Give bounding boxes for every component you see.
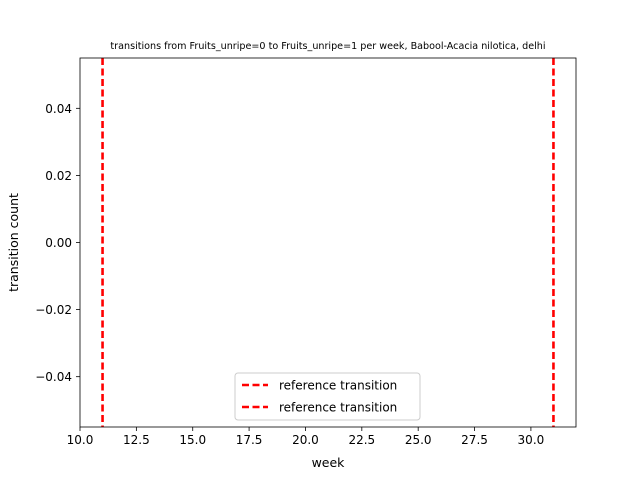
legend-item[interactable]: reference transition bbox=[242, 401, 397, 415]
x-axis-ticks: 10.0 12.5 15.0 17.5 20.0 22.5 25.0 27.5 30.0 bbox=[67, 427, 545, 447]
reference-lines bbox=[101, 58, 555, 427]
x-tick-label: 10.0 bbox=[67, 433, 94, 447]
x-tick-label: 20.0 bbox=[292, 433, 319, 447]
y-tick-label: 0.02 bbox=[45, 169, 72, 183]
legend[interactable]: reference transition reference transition bbox=[234, 372, 421, 421]
x-tick-label: 25.0 bbox=[405, 433, 432, 447]
legend-box bbox=[234, 372, 421, 421]
x-axis-label: week bbox=[312, 455, 346, 470]
x-tick-label: 22.5 bbox=[348, 433, 375, 447]
x-tick-label: 17.5 bbox=[236, 433, 263, 447]
y-tick-label: 0.04 bbox=[45, 102, 72, 116]
y-axis-ticks: 0.04 0.02 0.00 −0.02 −0.04 bbox=[35, 102, 80, 384]
y-tick-label: −0.04 bbox=[35, 370, 72, 384]
y-tick-label: 0.00 bbox=[45, 236, 72, 250]
legend-label: reference transition bbox=[279, 401, 397, 415]
chart-title: transitions from Fruits_unripe=0 to Frui… bbox=[110, 41, 545, 52]
x-tick-label: 15.0 bbox=[179, 433, 206, 447]
x-tick-label: 30.0 bbox=[518, 433, 545, 447]
y-axis-label: transition count bbox=[6, 193, 21, 292]
legend-item[interactable]: reference transition bbox=[242, 379, 397, 393]
x-tick-label: 12.5 bbox=[123, 433, 150, 447]
x-tick-label: 27.5 bbox=[461, 433, 488, 447]
y-tick-label: −0.02 bbox=[35, 303, 72, 317]
legend-label: reference transition bbox=[279, 379, 397, 393]
